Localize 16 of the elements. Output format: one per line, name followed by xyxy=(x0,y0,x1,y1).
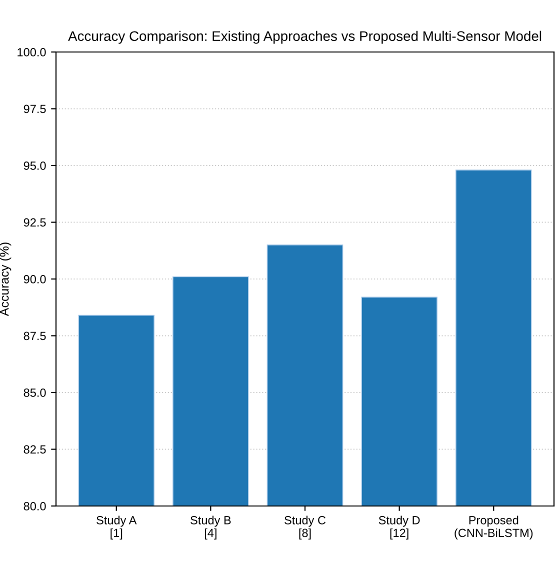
y-tick-label: 90.0 xyxy=(24,275,46,284)
y-tick-label: 95.0 xyxy=(24,162,46,170)
x-tick-label: Study C [8] xyxy=(284,516,326,540)
x-tick-label: Study B [4] xyxy=(190,516,231,540)
y-tick-label: 85.0 xyxy=(24,388,46,397)
y-tick-label: 100.0 xyxy=(18,48,46,56)
y-axis-title: Accuracy (%) xyxy=(0,242,12,316)
y-tick-label: 82.5 xyxy=(24,445,46,454)
chart-title: Accuracy Comparison: Existing Approaches vs Proposed Multi-Sensor Model xyxy=(68,30,542,44)
x-tick-label: Proposed (CNN-BiLSTM) xyxy=(454,516,533,540)
y-tick-label: 97.5 xyxy=(24,104,46,114)
y-tick-label: 87.5 xyxy=(24,332,46,340)
y-tick-label: 92.5 xyxy=(24,218,46,227)
x-tick-label: Study D [12] xyxy=(378,516,420,540)
x-tick-label: Study A [1] xyxy=(96,516,137,540)
y-tick-label: 80.0 xyxy=(24,502,46,510)
